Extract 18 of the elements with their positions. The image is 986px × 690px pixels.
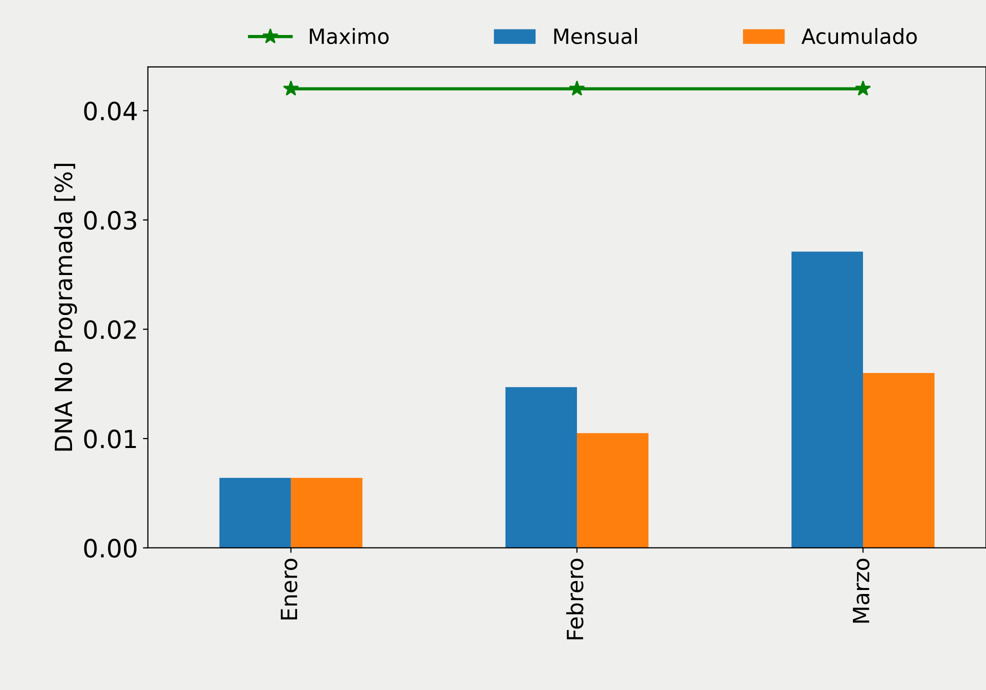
- legend-label: Maximo: [310, 28, 389, 44]
- y-axis-title: DNA No Programada [%]: [54, 164, 77, 451]
- legend-label: Acumulado: [802, 28, 917, 44]
- y-tick-label: 0.00: [84, 538, 137, 558]
- x-tick-label: Marzo: [852, 558, 870, 623]
- bar: [863, 372, 935, 548]
- legend-label: Mensual: [554, 28, 637, 44]
- x-tick-label: Enero: [280, 558, 298, 620]
- y-tick-label: 0.04: [84, 102, 137, 121]
- y-tick-label: 0.02: [84, 320, 136, 340]
- y-tick-label: 0.01: [84, 430, 136, 448]
- bar: [219, 478, 291, 548]
- y-tick-label: 0.03: [84, 210, 136, 230]
- bar: [290, 478, 362, 548]
- x-tick-label: Febrero: [566, 558, 584, 640]
- bar: [791, 252, 863, 548]
- bar: [576, 433, 648, 548]
- bar: [505, 387, 577, 548]
